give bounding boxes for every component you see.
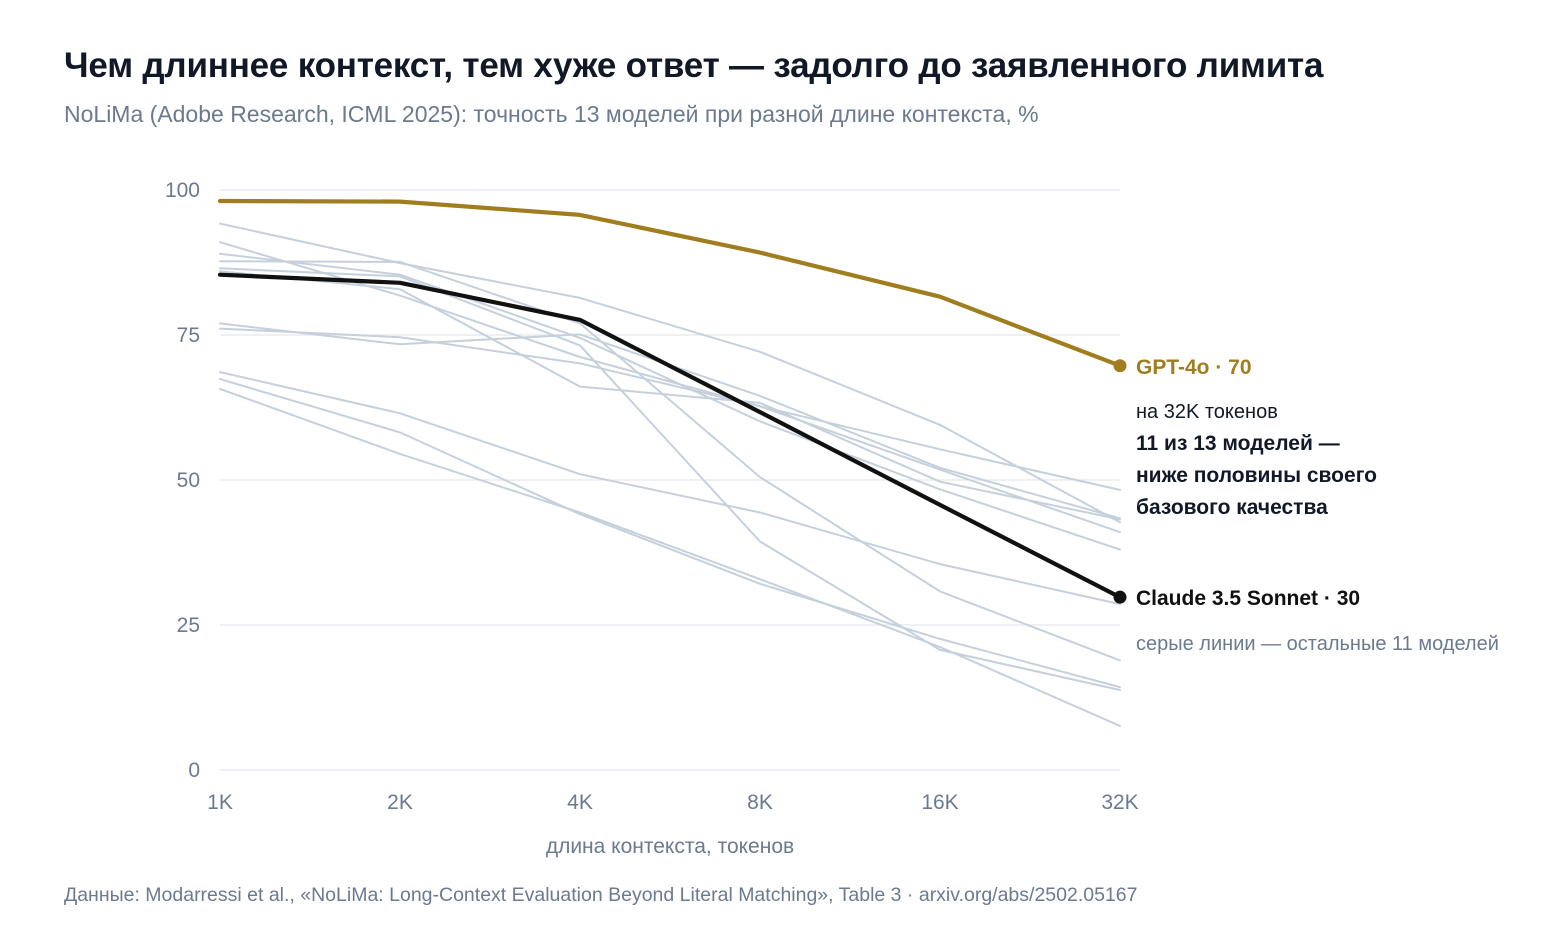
chart-subtitle: NoLiMa (Adobe Research, ICML 2025): точн…	[64, 101, 1039, 127]
gray-lines-note: серые линии — остальные 11 моделей	[1136, 633, 1499, 655]
series-line-gray-7	[219, 322, 1121, 520]
series-line-claude-3-5-sonnet	[217, 272, 1123, 600]
y-tick-label: 25	[177, 614, 200, 637]
annotation-line-3: ниже половины своего	[1136, 464, 1377, 487]
gpt-4o-end-point	[1113, 359, 1127, 373]
x-tick-label: 8K	[747, 791, 773, 814]
x-tick-label: 16K	[921, 791, 958, 814]
gray-series-group	[219, 222, 1121, 727]
gpt-4o-end-label: GPT-4o · 70	[1136, 356, 1252, 379]
y-tick-label: 0	[188, 759, 200, 782]
series-line-gray-12	[219, 270, 1121, 521]
annotation-line-1: на 32K токенов	[1136, 401, 1278, 423]
y-tick-label: 50	[177, 469, 200, 492]
y-tick-label: 75	[177, 324, 200, 347]
series-line-gray-10	[219, 378, 1121, 689]
annotation-line-4: базового качества	[1136, 496, 1328, 519]
claude-end-label: Claude 3.5 Sonnet · 30	[1136, 587, 1360, 610]
y-tick-label: 100	[165, 179, 200, 202]
series-line-gray-6	[219, 267, 1121, 691]
series-line-gray-9	[219, 371, 1121, 606]
annotation-line-2: 11 из 13 моделей —	[1136, 432, 1340, 455]
series-line-gray-11	[219, 387, 1121, 727]
series-line-gray-2	[219, 222, 1121, 524]
series-line-gray-8	[219, 327, 1121, 491]
highlight-series-group	[217, 198, 1127, 604]
chart-title: Чем длиннее контекст, тем хуже ответ — з…	[64, 46, 1324, 85]
series-line-gpt-4o	[217, 198, 1123, 368]
x-axis-label: длина контекста, токенов	[546, 835, 794, 858]
x-tick-label: 4K	[567, 791, 593, 814]
x-tick-label: 32K	[1101, 791, 1138, 814]
data-source-note: Данные: Modarressi et al., «NoLiMa: Long…	[64, 884, 1138, 906]
claude-end-point	[1113, 590, 1127, 604]
x-tick-label: 1K	[207, 791, 233, 814]
x-axis-ticks: 1K 2K 4K 8K 16K 32K	[207, 791, 1139, 814]
series-line-gray-5	[219, 260, 1121, 662]
series-line-gray-4	[219, 252, 1121, 551]
x-tick-label: 2K	[387, 791, 413, 814]
y-axis-ticks: 0 25 50 75 100	[165, 179, 200, 782]
